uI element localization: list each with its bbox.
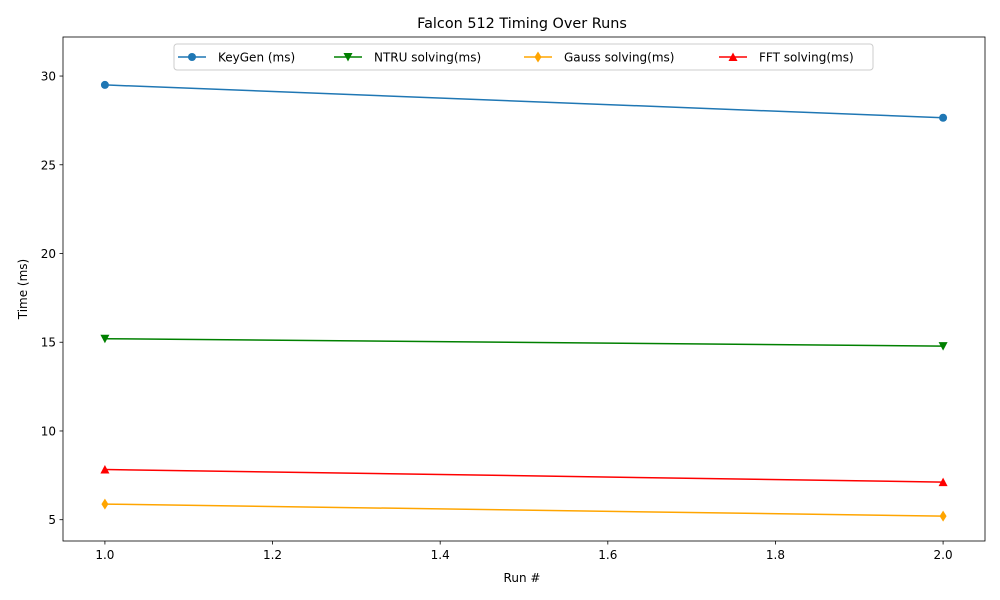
series-line-3 <box>104 468 944 483</box>
data-point-1-0 <box>100 334 110 344</box>
data-point-0-0 <box>100 80 109 89</box>
legend-label-2: Gauss solving(ms) <box>564 51 674 65</box>
series-line-1 <box>104 337 944 347</box>
y-tick-label: 30 <box>41 70 56 84</box>
plot-area <box>100 80 948 522</box>
data-point-1-1 <box>938 342 948 351</box>
legend-marker-2 <box>534 51 542 63</box>
x-tick-label: 1.4 <box>431 548 450 562</box>
axes: 1.0 1.2 1.4 1.6 1.8 2.0 5 10 15 20 25 30 <box>41 36 986 562</box>
x-axis-label: Run # <box>504 571 541 585</box>
x-tick-label: 1.0 <box>95 548 114 562</box>
y-tick-label: 10 <box>41 424 56 438</box>
axes-frame <box>62 36 986 542</box>
chart-title: Falcon 512 Timing Over Runs <box>417 16 627 32</box>
legend-box <box>173 43 874 71</box>
y-tick-label: 20 <box>41 247 56 261</box>
x-tick-label: 1.8 <box>766 548 785 562</box>
y-tick-label: 15 <box>41 336 56 350</box>
legend-marker-1 <box>343 53 353 62</box>
x-tick-label: 2.0 <box>934 548 953 562</box>
data-point-0-1 <box>939 113 948 122</box>
data-point-2-1 <box>939 510 947 522</box>
y-axis-label: Time (ms) <box>16 259 30 321</box>
data-point-2-0 <box>101 498 109 510</box>
x-tick-label: 1.2 <box>263 548 282 562</box>
legend-label-1: NTRU solving(ms) <box>374 51 481 65</box>
legend-label-3: FFT solving(ms) <box>759 51 854 65</box>
legend: KeyGen (ms) NTRU solving(ms) Gauss solving… <box>173 43 874 71</box>
legend-marker-0 <box>188 53 196 61</box>
series-line-2 <box>104 503 944 517</box>
y-tick-label: 5 <box>48 513 56 527</box>
data-point-3-1 <box>938 477 948 487</box>
y-tick-label: 25 <box>41 158 56 172</box>
data-point-3-0 <box>100 464 110 474</box>
series-line-0 <box>104 84 944 119</box>
x-tick-label: 1.6 <box>598 548 617 562</box>
legend-marker-3 <box>728 52 738 61</box>
legend-label-0: KeyGen (ms) <box>218 51 295 65</box>
